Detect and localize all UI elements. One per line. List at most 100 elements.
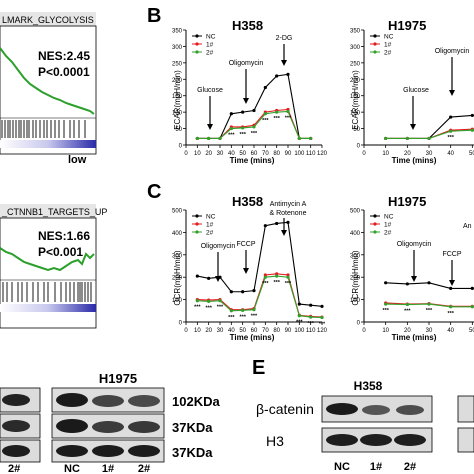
ecar-h358-series-2-point	[241, 126, 245, 130]
ocr-h1975-xtick-label: 50	[469, 328, 474, 334]
ocr-h358-ytick-label: 300	[172, 253, 183, 259]
ocr-h1975-xlabel: Time (mins)	[392, 333, 437, 342]
ocr-h358-xtick-label: 20	[205, 328, 212, 334]
ocr-h358-xtick-label: 50	[239, 328, 246, 334]
ocr-h358-series-NC-point	[263, 224, 267, 228]
ecar-h1975-series-2-line	[385, 129, 474, 139]
ocr-h1975-ytick-label: 300	[350, 253, 361, 259]
ecar-h358-series-NC-point	[275, 74, 279, 78]
ecar-h358-legend-label: NC	[206, 34, 216, 41]
ecar-h358-xtick-label: 80	[273, 151, 280, 157]
ecar-h358-series-NC-point	[252, 108, 256, 113]
ocr-h1975-legend-label: 1#	[384, 222, 392, 229]
ocr-h358-sig-marker: ***	[296, 320, 303, 326]
ocr-h1975-arrowheads	[411, 276, 455, 286]
ocr-h358-series-1-point	[275, 272, 279, 276]
ocr-h358-xtick-label: 30	[217, 328, 224, 334]
ecar-h1975-series-2-point	[470, 128, 474, 132]
ecar-h358-ytick-label: 350	[172, 29, 183, 35]
ocr-h358-series-NC-point	[320, 304, 324, 308]
ecar-h358-legend-label: 2#	[206, 50, 214, 57]
ecar-h1975-series-NC-point	[449, 115, 453, 119]
ecar-h358-xtick-label: 120	[317, 151, 328, 157]
panel-letter-b: B	[147, 5, 161, 27]
gsea-top-hit-bars	[1, 120, 86, 138]
ecar-h1975-ytick-label: 350	[350, 29, 361, 35]
panel-e-row-beta-catenin: β-catenin	[256, 401, 314, 417]
blot-h1975-title: H1975	[99, 371, 137, 386]
panel-e-r1-band-2	[396, 405, 424, 415]
ecar-h1975-series-NC-point	[470, 113, 474, 118]
gsea-top-es-curve	[0, 47, 95, 115]
ocr-h358-sig-marker: ***	[194, 305, 201, 311]
ocr-h1975-ytick-label: 500	[350, 209, 361, 215]
ocr-h358-sig-marker: ***	[307, 321, 314, 327]
ocr-h358-ytick-label: 500	[172, 209, 183, 215]
blot-h1975-lane-nc: NC	[64, 463, 80, 474]
blot-h1975-r2-band-2	[128, 421, 160, 433]
ecar-h1975-ytick-label: 250	[350, 61, 361, 67]
blot-left-lane-label: 2#	[8, 463, 20, 474]
ecar-h358-ytick-label: 300	[172, 45, 183, 51]
panel-e-r1-band-nc	[326, 403, 358, 415]
blot-h1975-r1-band-1	[92, 395, 124, 407]
panel-e-r2-band-2	[394, 434, 426, 446]
ecar-h358-sig-marker: ***	[285, 115, 292, 121]
gsea-top-low-label: low	[68, 154, 87, 166]
ecar-h1975-legend-label: NC	[384, 34, 394, 41]
ocr-h358-sig-marker: ***	[273, 280, 280, 286]
ecar-h358-ytick-label: 50	[175, 127, 182, 133]
ocr-h358-series-NC-point	[241, 290, 245, 294]
panel-e-lane-2: 2#	[404, 461, 416, 473]
ocr-h358-legend-marker	[195, 214, 199, 218]
ocr-h1975-ylabel: OCR(mpH/min)	[351, 250, 360, 305]
blot-h1975-r3-band-nc	[56, 445, 88, 457]
ocr-h358-arrowhead-fccp	[243, 268, 249, 274]
panel-e-next-blot-row-1	[457, 395, 474, 423]
blot-h1975: H1975 NC 1# 2# 102KDa 37KDa 37KDa	[51, 371, 220, 474]
ocr-h1975-legend-marker	[373, 214, 377, 218]
ecar-h358-series-NC-point	[263, 85, 267, 90]
ocr-h358-series-1-point	[263, 273, 267, 277]
ecar-h358-arrowhead-2dg	[281, 60, 287, 66]
ecar-h1975-sig-marker: ***	[447, 135, 454, 141]
ocr-h1975-sig-marker: ***	[404, 309, 411, 315]
gsea-top-title-bar	[0, 12, 96, 26]
ocr-h358-series-2-line	[197, 275, 323, 319]
ocr-h358-series-2-point	[229, 309, 233, 313]
ocr-h358-legend-marker	[195, 230, 199, 234]
ocr-h1975-ytick-label: 100	[350, 298, 361, 304]
ocr-h1975-legend-label: NC	[384, 214, 394, 221]
gsea-bottom-rank-bar	[0, 304, 96, 312]
ocr-h358-series-NC-point	[275, 221, 279, 226]
ecar-h358-annot-oligomycin: Oligomycin	[229, 60, 264, 67]
blot-left-band-2	[2, 420, 30, 432]
ecar-h358-series-NC-point	[241, 110, 245, 114]
ocr-h358-series-2-point	[286, 275, 290, 279]
blot-size-37-a: 37KDa	[172, 420, 213, 435]
gsea-bottom-frame	[0, 217, 97, 329]
ecar-h358-series-2-point	[252, 125, 256, 129]
ocr-h358-xtick-label: 10	[194, 328, 201, 334]
ocr-h358-ylabel: OCR(mpH/min)	[173, 250, 182, 305]
blot-h1975-r3-band-2	[128, 445, 160, 457]
ecar-h358-series-2-point	[218, 136, 222, 141]
gsea-bottom-title: _CTNNB1_TARGETS_UP	[1, 207, 107, 217]
ecar-h358-series-2-point	[286, 109, 290, 114]
ecar-h358-legend-marker	[195, 34, 199, 38]
ocr-h358-ytick-label: 0	[179, 321, 183, 327]
ecar-h1975-annot-oligomycin: Oligomycin	[435, 48, 470, 55]
panel-e-r1-band-1	[362, 405, 390, 415]
ocr-h1975-legend-marker	[373, 222, 377, 226]
ecar-h358-xlabel: Time (mins)	[230, 156, 275, 165]
ecar-h358-series-2-point	[195, 136, 199, 141]
ocr-h1975-arrows	[413, 250, 453, 282]
ocr-h358-series-NC-point	[297, 302, 301, 306]
ocr-h358-ytick-label: 200	[172, 276, 183, 282]
ocr-h358-xtick-label: 80	[273, 328, 280, 334]
ocr-h1975-ytick-label: 400	[350, 231, 361, 237]
panel-e-r2-band-1	[360, 434, 392, 446]
ocr-h1975-series-2-point	[449, 305, 453, 309]
ecar-h358-xtick-label: 0	[184, 151, 188, 157]
ocr-h358-series-2-point	[275, 274, 279, 278]
